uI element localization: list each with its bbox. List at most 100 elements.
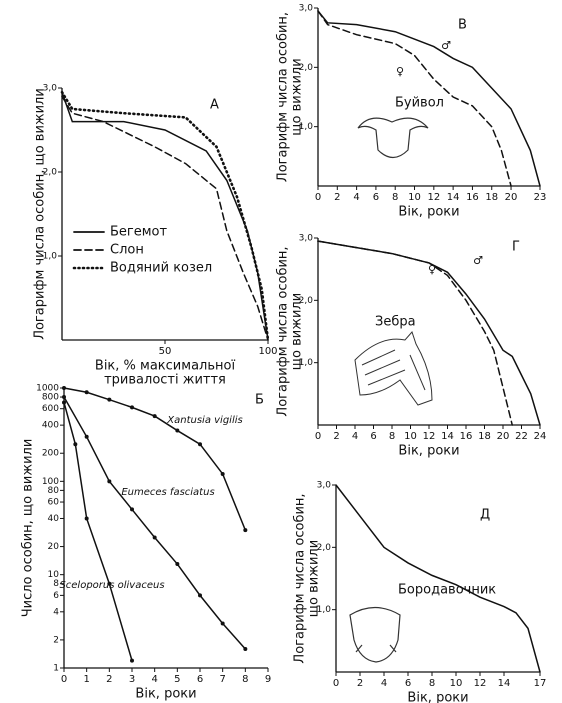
y-tick-label: 400 [42, 421, 59, 431]
x-tick-label: 50 [159, 346, 172, 357]
x-tick-label: 18 [478, 431, 491, 442]
x-tick-label: 7 [219, 674, 225, 685]
legend-label: Водяний козел [110, 261, 212, 276]
y-axis-label: Логарифм числа особин, [276, 246, 291, 416]
data-point [73, 442, 78, 447]
y-axis-label: що вижили [307, 540, 322, 617]
survival-line [63, 396, 247, 650]
y-tick-label: 1,0 [299, 358, 314, 368]
x-tick-label: 0 [61, 674, 67, 685]
series-label: Sceloporus olivaceus [59, 580, 164, 591]
y-tick-label: 2,0 [299, 296, 314, 306]
x-tick-label: 16 [460, 431, 473, 442]
survival-line [61, 91, 269, 341]
x-tick-label: 8 [242, 674, 248, 685]
survival-line [317, 10, 512, 187]
y-tick-label: 1,0 [299, 122, 314, 132]
panel-label: Б [255, 393, 264, 408]
x-tick-label: 9 [265, 674, 271, 685]
x-tick-label: 6 [197, 674, 203, 685]
x-tick-label: 20 [505, 192, 518, 203]
x-tick-label: 18 [485, 192, 498, 203]
x-tick-label: 10 [404, 431, 417, 442]
y-tick-label: 600 [42, 404, 59, 414]
survival-line [317, 10, 541, 187]
x-axis-label: Вік, роки [135, 687, 196, 702]
animal-label: Буйвол [395, 96, 444, 111]
y-tick-label: 2 [53, 635, 59, 645]
survival-line [60, 90, 270, 342]
data-point [243, 528, 248, 533]
y-tick-label: 3,0 [299, 234, 314, 244]
y-tick-label: 3,0 [317, 481, 332, 491]
y-tick-label: 2,0 [317, 543, 332, 553]
legend-label: Бегемот [110, 225, 168, 240]
y-axis-label: Логарифм числа особин, [276, 12, 291, 182]
x-axis-label: Вік, роки [407, 691, 468, 703]
x-tick-label: 2 [333, 431, 339, 442]
data-point [62, 400, 66, 405]
legend-label: Слон [110, 243, 144, 258]
x-tick-label: 14 [441, 431, 454, 442]
x-axis-label: Вік, % максимальної [95, 359, 236, 374]
x-tick-label: 4 [352, 431, 358, 442]
series-label: ♂ [473, 254, 483, 267]
x-tick-label: 3 [129, 674, 135, 685]
x-axis-label: Вік, роки [398, 444, 459, 459]
panel-label: Д [480, 508, 490, 523]
x-tick-label: 6 [370, 431, 376, 442]
y-axis-label: що вижили [290, 58, 305, 135]
y-tick-label: 2,0 [299, 63, 314, 73]
x-tick-label: 6 [373, 192, 379, 203]
x-tick-label: 20 [497, 431, 510, 442]
data-point [152, 535, 157, 540]
y-tick-label: 40 [48, 514, 60, 524]
animal-label: Бородавочник [398, 583, 496, 598]
data-point [107, 397, 112, 402]
y-tick-label: 20 [48, 542, 60, 552]
y-axis-label: що вижили [290, 293, 305, 370]
data-point [198, 442, 202, 447]
y-tick-label: 8 [53, 579, 59, 589]
data-point [107, 581, 112, 586]
data-point [198, 593, 202, 598]
series-label: ♂ [441, 39, 451, 52]
survival-line [63, 387, 247, 531]
x-tick-label: 100 [258, 346, 277, 357]
y-tick-label: 100 [42, 477, 59, 487]
survival-line [63, 401, 133, 662]
x-tick-label: 23 [534, 192, 547, 203]
panel-label: А [210, 98, 219, 113]
x-tick-label: 10 [408, 192, 421, 203]
data-point [130, 405, 134, 410]
data-point [175, 428, 180, 433]
x-tick-label: 24 [534, 431, 547, 442]
series-label: Xantusia vigilis [166, 415, 242, 426]
data-point [84, 390, 89, 395]
y-tick-label: 10 [48, 570, 60, 580]
data-point [175, 562, 180, 567]
data-point [130, 507, 134, 512]
survival-line [61, 95, 269, 341]
data-point [62, 386, 66, 390]
x-tick-label: 2 [334, 192, 340, 203]
x-tick-label: 8 [392, 192, 398, 203]
series-label: ♀ [396, 65, 404, 78]
data-point [130, 658, 134, 663]
x-tick-label: 22 [515, 431, 528, 442]
y-tick-label: 1000 [36, 384, 59, 394]
y-tick-label: 800 [42, 393, 59, 403]
survival-line [335, 484, 541, 673]
y-tick-label: 3,0 [299, 4, 314, 14]
x-tick-label: 8 [389, 431, 395, 442]
buffalo-sketch [357, 117, 429, 159]
panel-label: В [458, 18, 467, 33]
x-axis-label: Вік, роки [398, 205, 459, 220]
y-tick-label: 200 [42, 449, 59, 459]
series-label: ♀ [428, 263, 436, 276]
x-tick-label: 14 [447, 192, 460, 203]
data-point [62, 395, 66, 400]
x-tick-label: 4 [151, 674, 157, 685]
